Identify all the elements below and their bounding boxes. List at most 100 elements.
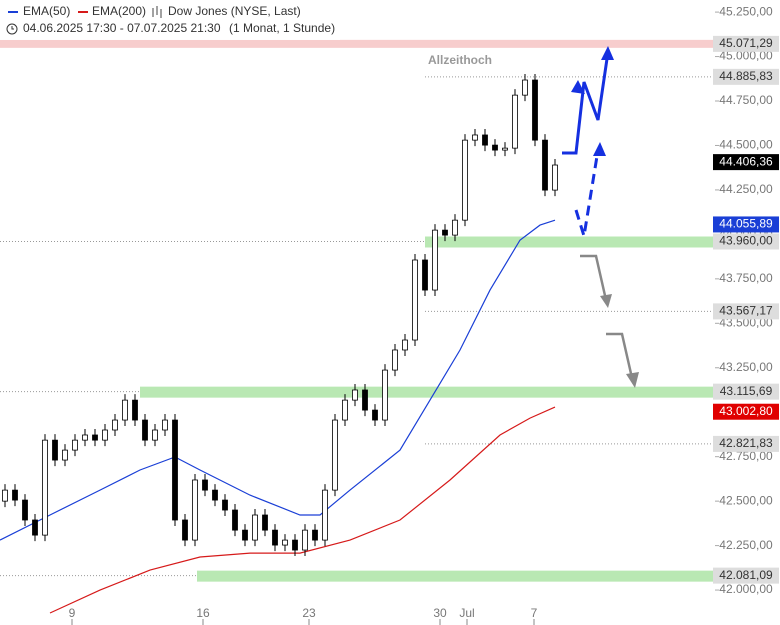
date-range: 04.06.2025 17:30 - 07.07.2025 21:30 bbox=[23, 21, 221, 35]
price-box bbox=[713, 216, 779, 233]
candle-body bbox=[32, 519, 38, 536]
price-label: 43.567,17 bbox=[719, 304, 773, 318]
candle-body bbox=[222, 499, 228, 511]
x-tick-label: 9 bbox=[69, 606, 76, 620]
price-box bbox=[713, 154, 779, 171]
header: EMA(50) EMA(200) Dow Jones (NYSE, Last) … bbox=[0, 0, 340, 40]
price-label: 44.055,89 bbox=[719, 217, 773, 231]
candle-body bbox=[472, 134, 478, 141]
ema-line bbox=[49, 406, 556, 614]
price-box bbox=[713, 68, 779, 85]
candle-body bbox=[102, 429, 108, 441]
support-zone bbox=[140, 386, 715, 398]
candle-body bbox=[482, 134, 488, 146]
annotation: Allzeithoch bbox=[428, 53, 492, 67]
candle-body bbox=[192, 479, 198, 541]
candle-body bbox=[332, 419, 338, 491]
ema-line bbox=[0, 219, 556, 541]
price-label: 44.406,36 bbox=[719, 154, 773, 168]
price-box bbox=[713, 383, 779, 400]
price-label: 44.885,83 bbox=[719, 69, 773, 83]
candle-body bbox=[112, 419, 118, 431]
y-tick-label: 43.250,00 bbox=[719, 360, 773, 374]
candle-body bbox=[312, 529, 318, 541]
candle-body bbox=[122, 399, 128, 421]
y-tick-label: 42.750,00 bbox=[719, 449, 773, 463]
candle-body bbox=[522, 79, 528, 96]
candle-body bbox=[302, 529, 308, 551]
candle-body bbox=[412, 259, 418, 341]
candle-body bbox=[172, 419, 178, 521]
scenario-arrows bbox=[562, 46, 639, 388]
candle-body bbox=[52, 439, 58, 461]
x-tick-label: 7 bbox=[531, 606, 538, 620]
y-tick-label: 45.000,00 bbox=[719, 49, 773, 63]
candle-body bbox=[252, 514, 258, 541]
candle-body bbox=[72, 439, 78, 451]
candle-body bbox=[462, 139, 468, 221]
y-tick-label: 44.500,00 bbox=[719, 138, 773, 152]
candle-body bbox=[362, 389, 368, 411]
support-zone bbox=[425, 236, 715, 248]
y-tick-label: 44.750,00 bbox=[719, 93, 773, 107]
candle-body bbox=[12, 489, 18, 501]
candle-body bbox=[542, 139, 548, 191]
candle-body bbox=[142, 419, 148, 441]
price-label: 42.081,09 bbox=[719, 568, 773, 582]
candle-body bbox=[292, 539, 298, 551]
candle-body bbox=[512, 94, 518, 149]
candle-body bbox=[272, 529, 278, 546]
candle-body bbox=[42, 439, 48, 536]
candle-body bbox=[452, 219, 458, 236]
candle-body bbox=[492, 144, 498, 151]
candle-body bbox=[22, 499, 28, 521]
x-tick-label: 30 bbox=[433, 606, 447, 620]
candle-body bbox=[162, 419, 168, 431]
support-zone bbox=[197, 570, 715, 582]
candle-body bbox=[262, 514, 268, 531]
candle-body bbox=[372, 409, 378, 421]
candle-body bbox=[342, 399, 348, 421]
y-tick-label: 42.250,00 bbox=[719, 538, 773, 552]
y-tick-label: 45.250,00 bbox=[719, 4, 773, 18]
price-label: 45.071,29 bbox=[719, 36, 773, 50]
candle-body bbox=[212, 489, 218, 501]
candle-body bbox=[202, 479, 208, 491]
candle-body bbox=[552, 164, 558, 191]
candle-body bbox=[422, 259, 428, 291]
candle-body bbox=[232, 509, 238, 531]
candle-body bbox=[182, 519, 188, 541]
candle-body bbox=[2, 489, 8, 502]
candle-body bbox=[502, 147, 508, 151]
instrument: Dow Jones (NYSE, Last) bbox=[168, 4, 301, 18]
legend-ema200: EMA(200) bbox=[92, 4, 146, 18]
candle-body bbox=[382, 369, 388, 421]
candle-body bbox=[352, 389, 358, 401]
candle-body bbox=[392, 349, 398, 371]
y-tick-label: 42.500,00 bbox=[719, 493, 773, 507]
candle-body bbox=[82, 434, 88, 441]
price-label: 43.002,80 bbox=[719, 404, 773, 418]
candle-body bbox=[442, 229, 448, 236]
candle-body bbox=[242, 529, 248, 541]
price-label: 43.115,69 bbox=[720, 384, 773, 398]
legend-ema50: EMA(50) bbox=[23, 4, 70, 18]
price-box bbox=[713, 303, 779, 320]
price-box bbox=[713, 567, 779, 584]
y-tick-label: 42.000,00 bbox=[719, 582, 773, 596]
candle-body bbox=[532, 79, 538, 141]
candle-body bbox=[92, 434, 98, 441]
price-box bbox=[713, 35, 779, 52]
y-tick-label: 44.250,00 bbox=[719, 182, 773, 196]
resistance-band bbox=[0, 39, 715, 48]
x-tick-label: 23 bbox=[302, 606, 316, 620]
candle-body bbox=[282, 539, 288, 546]
x-tick-label: 16 bbox=[196, 606, 210, 620]
price-label: 43.960,00 bbox=[719, 234, 773, 248]
period: (1 Monat, 1 Stunde) bbox=[229, 21, 335, 35]
price-label: 42.821,83 bbox=[719, 436, 773, 450]
price-box bbox=[713, 403, 779, 420]
candle-body bbox=[62, 449, 68, 461]
price-box bbox=[713, 233, 779, 250]
